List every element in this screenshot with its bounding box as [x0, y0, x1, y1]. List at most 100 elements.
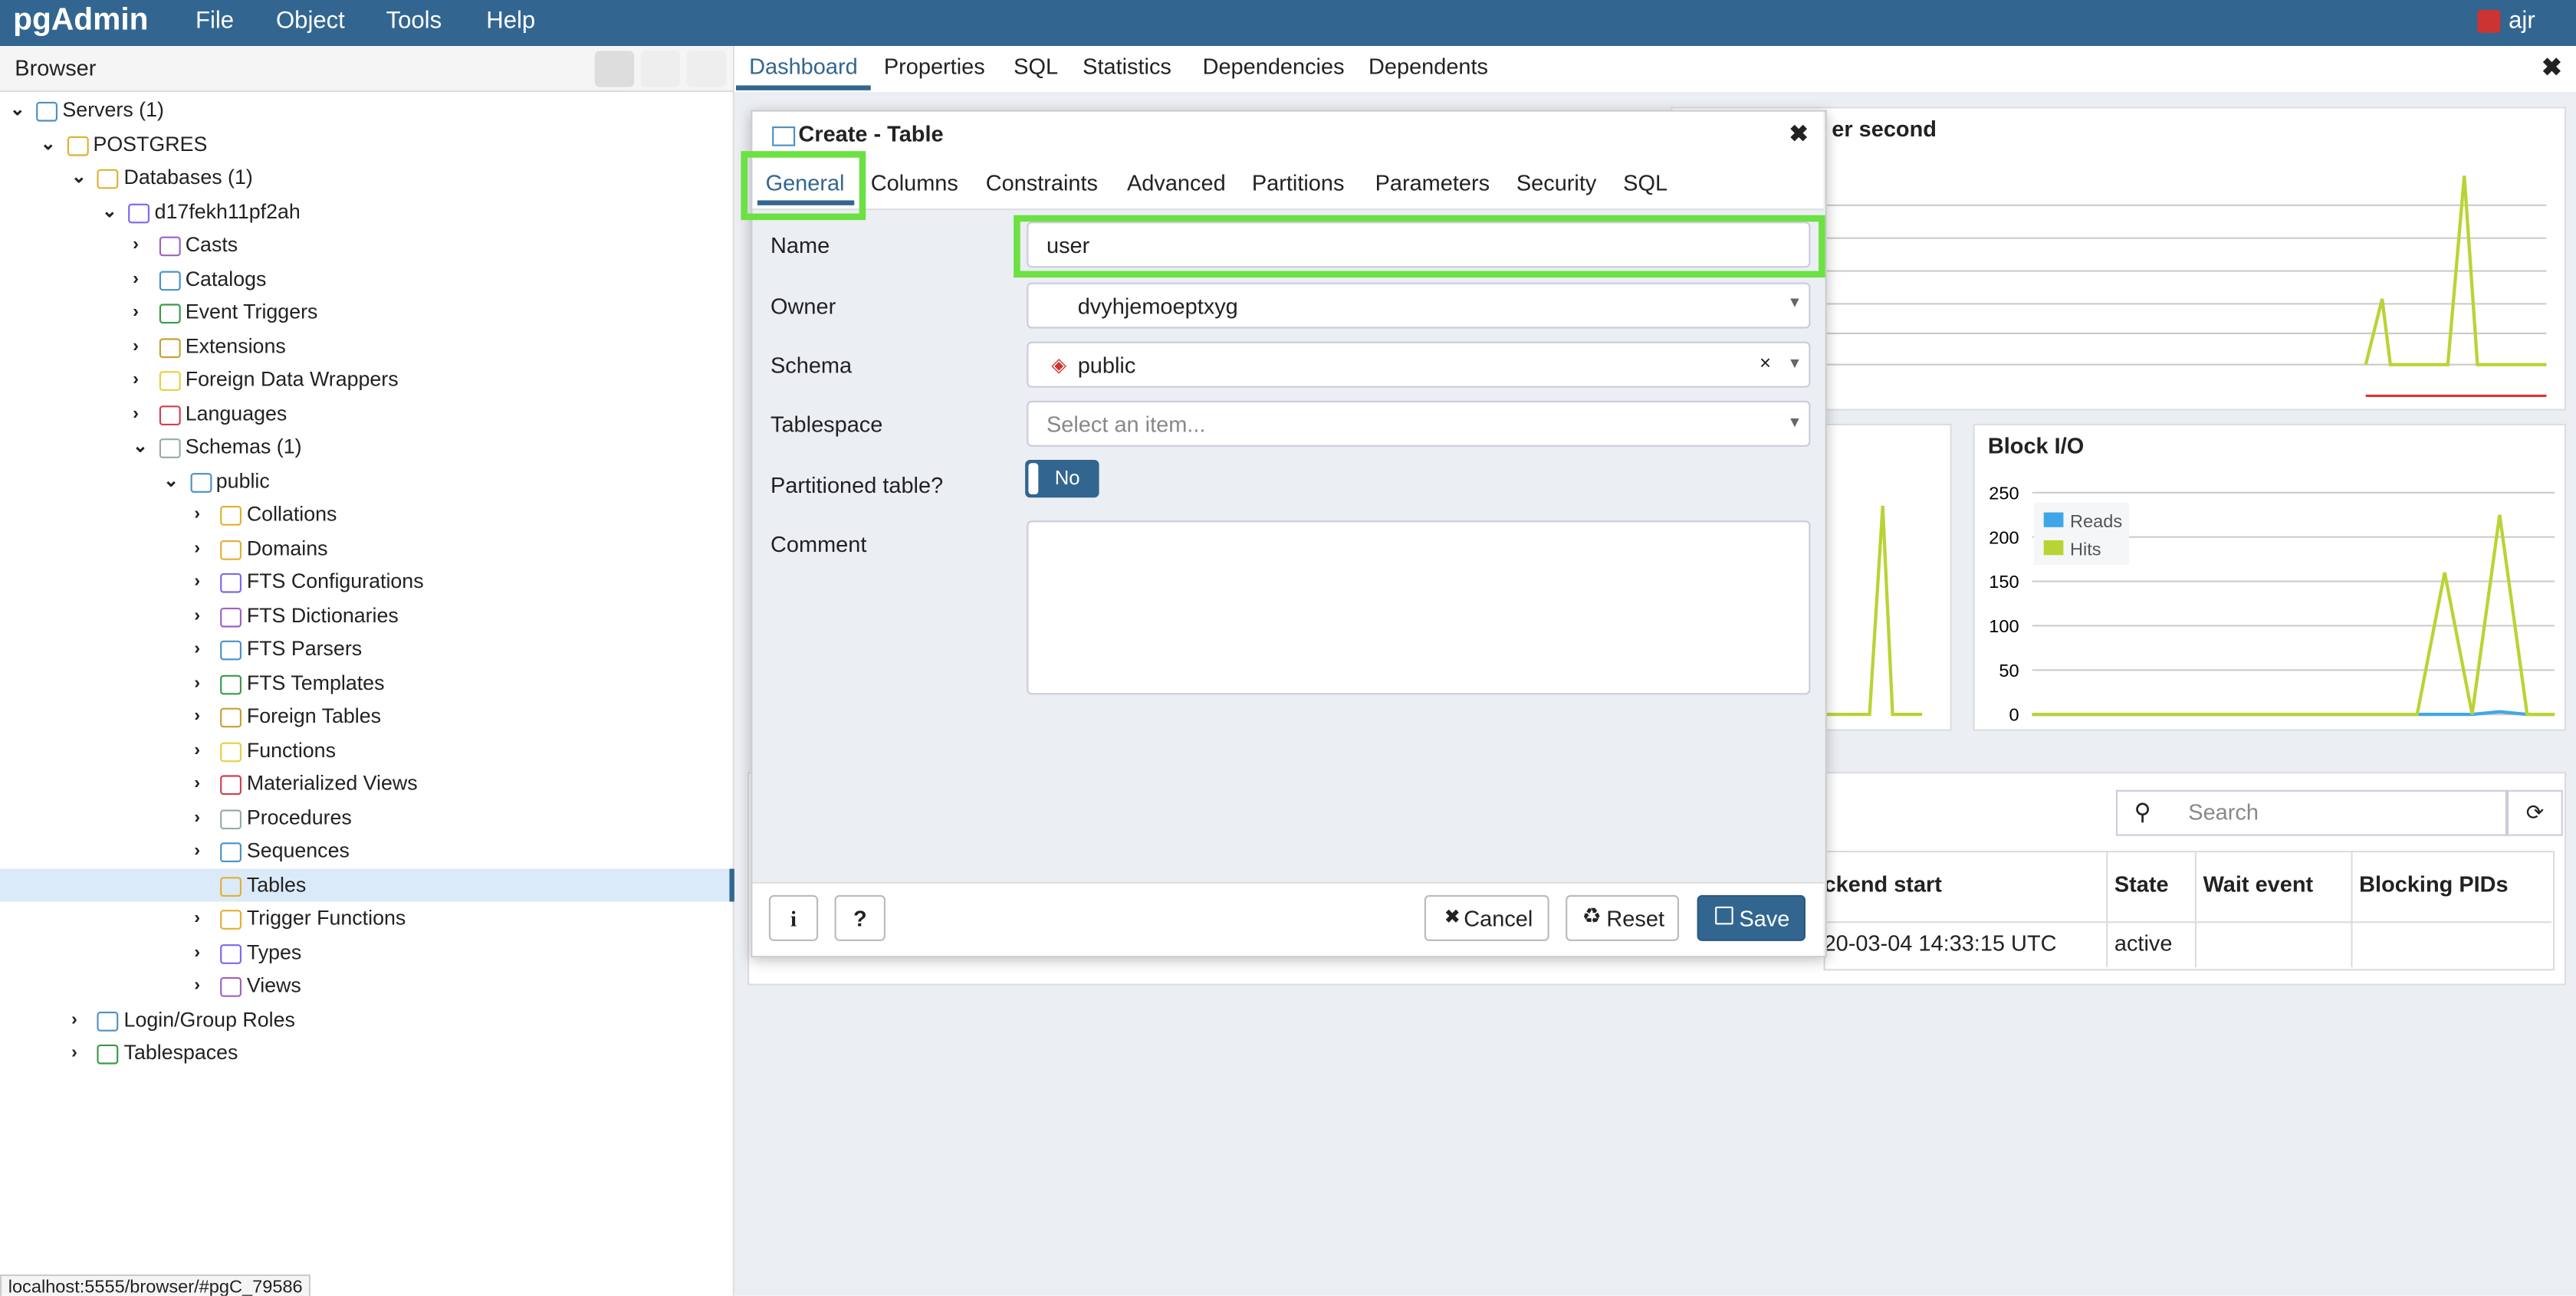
dialog-tab[interactable]: SQL — [1623, 170, 1668, 195]
tree-node[interactable]: Materialized Views — [246, 772, 418, 796]
tab-properties[interactable]: Properties — [883, 54, 985, 79]
view-data-button[interactable] — [640, 51, 681, 87]
tree-node[interactable]: d17fekh11pf2ah — [154, 199, 301, 223]
tablespace-select[interactable]: Select an item... — [1027, 400, 1811, 447]
menu-help[interactable]: Help — [486, 8, 536, 34]
dialog-tab[interactable]: Columns — [870, 170, 958, 195]
tab-dashboard[interactable]: Dashboard — [749, 54, 858, 79]
tree-icon — [97, 169, 120, 189]
tree-toggle[interactable]: ⌄ — [163, 470, 179, 491]
dialog-tab[interactable]: Partitions — [1251, 170, 1345, 195]
help-button[interactable]: ? — [834, 894, 886, 941]
tree-toggle[interactable]: › — [133, 369, 140, 389]
tree-node[interactable]: Languages — [185, 401, 288, 425]
name-input[interactable]: user — [1027, 221, 1811, 268]
clear-button[interactable]: × — [1760, 351, 1772, 375]
tree-toggle[interactable]: › — [194, 504, 201, 524]
name-label: Name — [770, 233, 830, 258]
tree-node[interactable]: Functions — [246, 738, 336, 762]
tree-node[interactable]: Tables — [246, 872, 307, 896]
tree-node[interactable]: Tablespaces — [123, 1041, 238, 1065]
tree-node[interactable]: Trigger Functions — [246, 906, 406, 930]
dialog-tab[interactable]: Parameters — [1375, 170, 1490, 195]
tree-toggle[interactable]: › — [133, 302, 140, 322]
tree-node[interactable]: POSTGRES — [93, 132, 208, 156]
tree-node[interactable]: Foreign Tables — [246, 704, 382, 728]
tab-dependents[interactable]: Dependents — [1368, 54, 1489, 79]
tree-toggle[interactable]: ⌄ — [71, 167, 87, 188]
query-tool-button[interactable] — [594, 51, 635, 87]
cancel-button[interactable]: Cancel — [1424, 894, 1549, 941]
tree-node[interactable]: Extensions — [185, 334, 286, 358]
tree-node[interactable]: Sequences — [246, 839, 350, 862]
tree-toggle[interactable]: › — [194, 773, 201, 793]
tree-toggle[interactable]: › — [194, 975, 201, 996]
y-tick-label: 150 — [1989, 572, 2019, 592]
tree-node[interactable]: Types — [246, 940, 302, 963]
refresh-button[interactable]: ⟳ — [2507, 789, 2563, 836]
tree-toggle[interactable]: ⌄ — [133, 437, 148, 457]
owner-select[interactable]: dvyhjemoeptxyg — [1027, 282, 1811, 329]
tree-node[interactable]: Catalogs — [185, 267, 267, 290]
tree-toggle[interactable]: › — [194, 908, 201, 928]
tree-node[interactable]: Databases (1) — [123, 166, 253, 189]
menu-object[interactable]: Object — [276, 8, 345, 34]
tree-toggle[interactable]: › — [194, 638, 201, 659]
logo[interactable]: pgAdmin — [13, 3, 149, 38]
tree-toggle[interactable]: ⌄ — [40, 133, 56, 154]
dialog-tab[interactable]: Constraints — [985, 170, 1099, 195]
dialog-tab[interactable]: Security — [1516, 170, 1597, 195]
tree-node[interactable]: FTS Configurations — [246, 569, 424, 593]
tree-node[interactable]: Foreign Data Wrappers — [185, 368, 399, 391]
tree-toggle[interactable]: ⌄ — [102, 201, 117, 221]
search-placeholder[interactable]: Search — [2188, 799, 2259, 825]
tree-node[interactable]: Collations — [246, 502, 337, 526]
dialog-tab[interactable]: Advanced — [1127, 170, 1226, 195]
tree-toggle[interactable]: › — [194, 941, 201, 962]
dialog-tab[interactable]: General — [765, 170, 845, 195]
tab-sql[interactable]: SQL — [1014, 54, 1059, 79]
tree-node[interactable]: FTS Dictionaries — [246, 603, 399, 627]
menu-tools[interactable]: Tools — [386, 8, 442, 34]
tree-toggle[interactable]: › — [133, 268, 140, 289]
tree-node[interactable]: Domains — [246, 536, 328, 559]
reset-button[interactable]: Reset — [1566, 894, 1679, 941]
info-button[interactable]: i — [768, 894, 819, 941]
tab-statistics[interactable]: Statistics — [1083, 54, 1171, 79]
tree-toggle[interactable]: › — [71, 1042, 77, 1063]
tree-toggle[interactable]: › — [194, 706, 201, 727]
schema-select[interactable]: public — [1027, 341, 1811, 388]
tree-node[interactable]: Procedures — [246, 805, 352, 829]
tree-toggle[interactable]: ⌄ — [9, 100, 25, 120]
tree-toggle[interactable]: › — [194, 605, 201, 625]
filter-button[interactable] — [686, 51, 727, 87]
tab-dependencies[interactable]: Dependencies — [1202, 54, 1345, 79]
tree-node[interactable]: Views — [246, 973, 301, 997]
tree-toggle[interactable]: › — [194, 841, 201, 861]
tree-toggle[interactable]: › — [133, 403, 140, 423]
save-button[interactable]: Save — [1697, 894, 1806, 941]
tree-node[interactable]: Schemas (1) — [185, 435, 302, 458]
dialog-close[interactable]: ✖ — [1789, 120, 1809, 146]
tree-toggle[interactable]: › — [194, 740, 201, 760]
search-box[interactable] — [2116, 789, 2507, 836]
tree-toggle[interactable]: › — [133, 336, 140, 356]
tree-node[interactable]: Casts — [185, 233, 238, 257]
tree-node[interactable]: FTS Templates — [246, 671, 385, 694]
tree-toggle[interactable]: › — [133, 235, 140, 255]
tree-toggle[interactable]: › — [194, 571, 201, 592]
tree-node[interactable]: Login/Group Roles — [123, 1007, 295, 1031]
tree-node[interactable]: public — [215, 468, 270, 492]
tree-toggle[interactable]: › — [194, 537, 201, 558]
tree-toggle[interactable]: › — [194, 672, 201, 693]
tree-toggle[interactable]: › — [194, 807, 201, 827]
tree-node[interactable]: Servers (1) — [62, 98, 164, 122]
menu-file[interactable]: File — [195, 8, 235, 34]
tree-toggle[interactable]: › — [71, 1009, 77, 1029]
close-panel[interactable]: ✖ — [2542, 54, 2562, 83]
tree-node[interactable]: Event Triggers — [185, 300, 318, 324]
comment-textarea[interactable] — [1027, 520, 1811, 695]
user-menu[interactable]: ajr — [2509, 8, 2535, 34]
tree-icon — [220, 741, 242, 762]
tree-node[interactable]: FTS Parsers — [246, 637, 363, 661]
